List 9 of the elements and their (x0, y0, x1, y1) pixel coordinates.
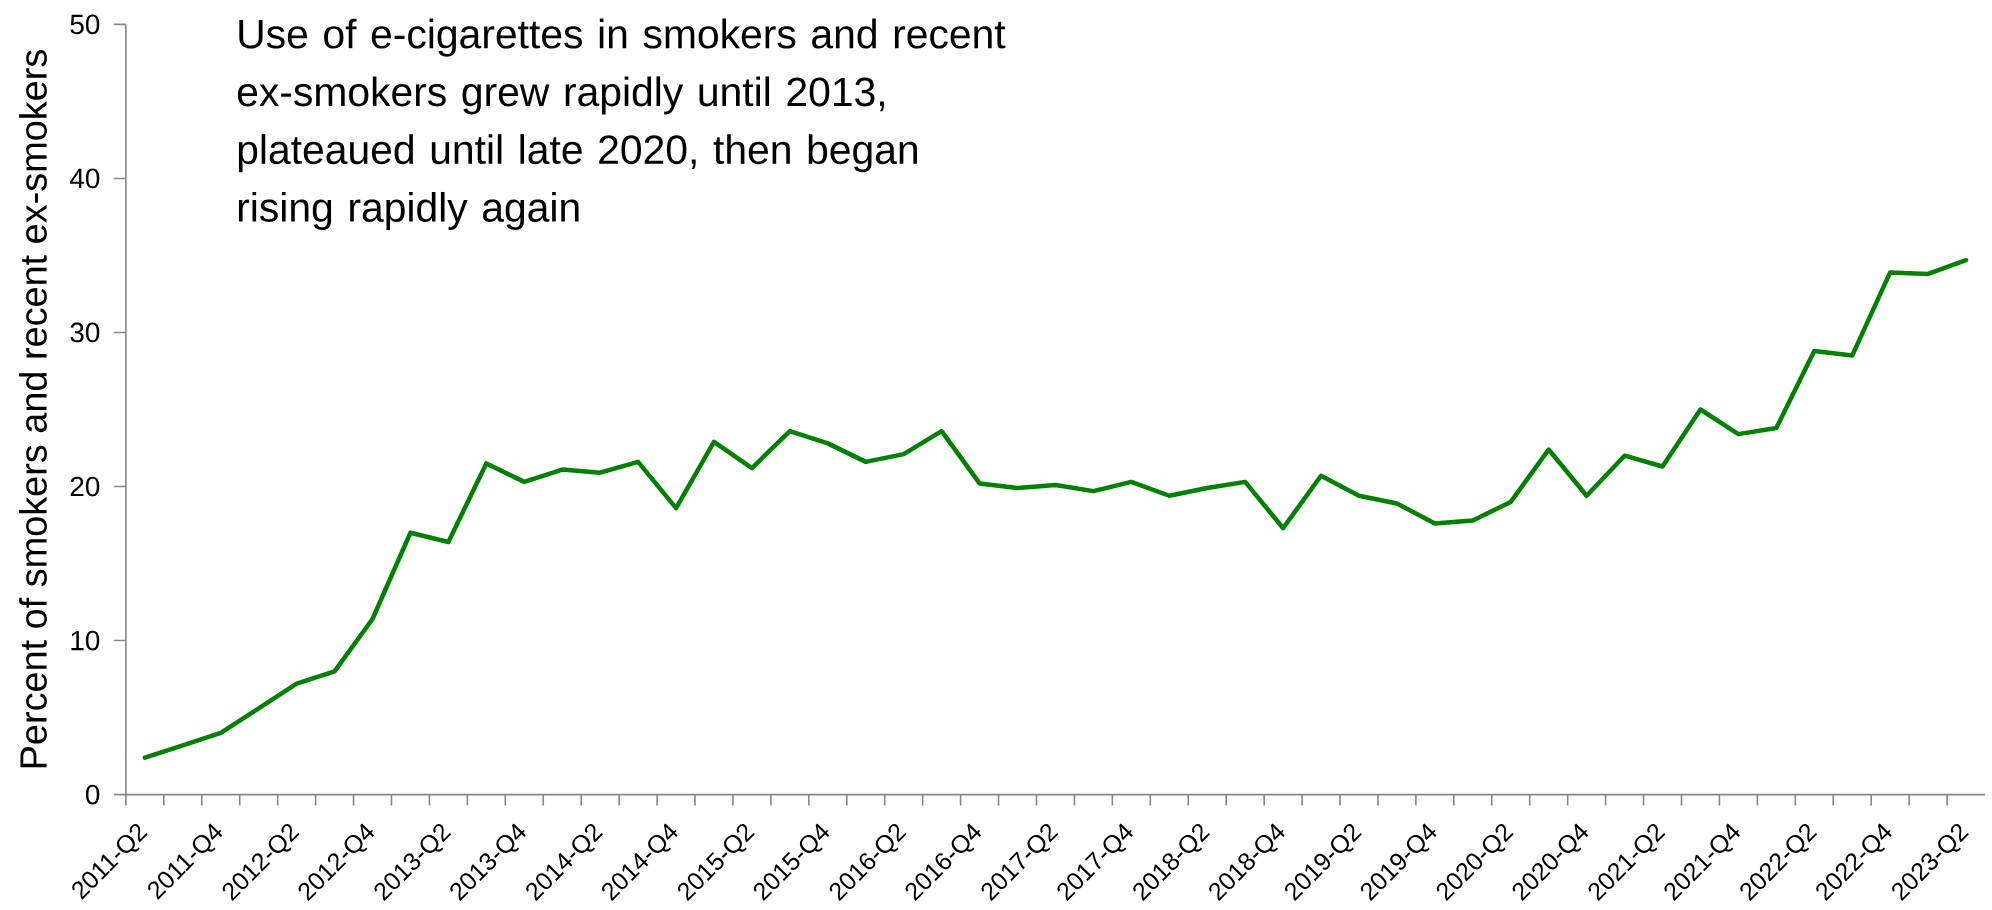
y-tick-label: 40 (69, 168, 100, 189)
line-series (142, 257, 1969, 760)
y-tick-label: 0 (85, 784, 100, 805)
y-tick-label: 10 (71, 630, 100, 651)
text: Use of e-cigarettes in smokers and recent ex-smokers grew rapidly until 2013, plateaued until late 2020, then began rising rapidly again (237, 18, 1006, 231)
y-axis-title: Percent of smokers and recent ex-smokers (19, 50, 47, 768)
y-tick-label: 50 (70, 14, 100, 35)
y-tick-label: 30 (70, 322, 100, 343)
y-tick-label: 20 (70, 476, 100, 497)
